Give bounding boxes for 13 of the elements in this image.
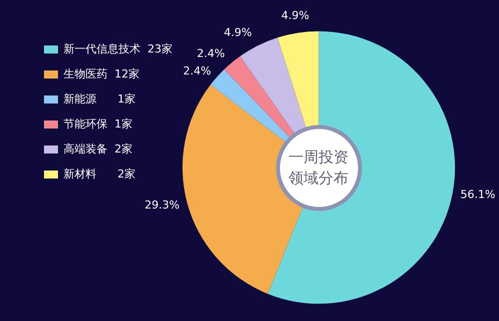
legend-label: 新一代信息技术 23家 (64, 42, 172, 56)
data-label: 29.3% (144, 198, 180, 212)
data-label: 2.4% (196, 46, 225, 60)
data-label: 2.4% (183, 64, 212, 78)
legend-label: 生物医药 12家 (64, 67, 140, 80)
data-label: 56.1% (460, 188, 496, 201)
legend-label: 新材料 2家 (64, 167, 136, 180)
legend-label: 高端装备 2家 (64, 142, 132, 156)
text: 一周投资领域分布 (288, 146, 350, 188)
legend-label: 新能源 1家 (64, 92, 136, 106)
legend-label: 节能环保 1家 (64, 117, 132, 130)
data-label: 4.9% (224, 26, 252, 39)
data-label: 4.9% (281, 8, 310, 22)
